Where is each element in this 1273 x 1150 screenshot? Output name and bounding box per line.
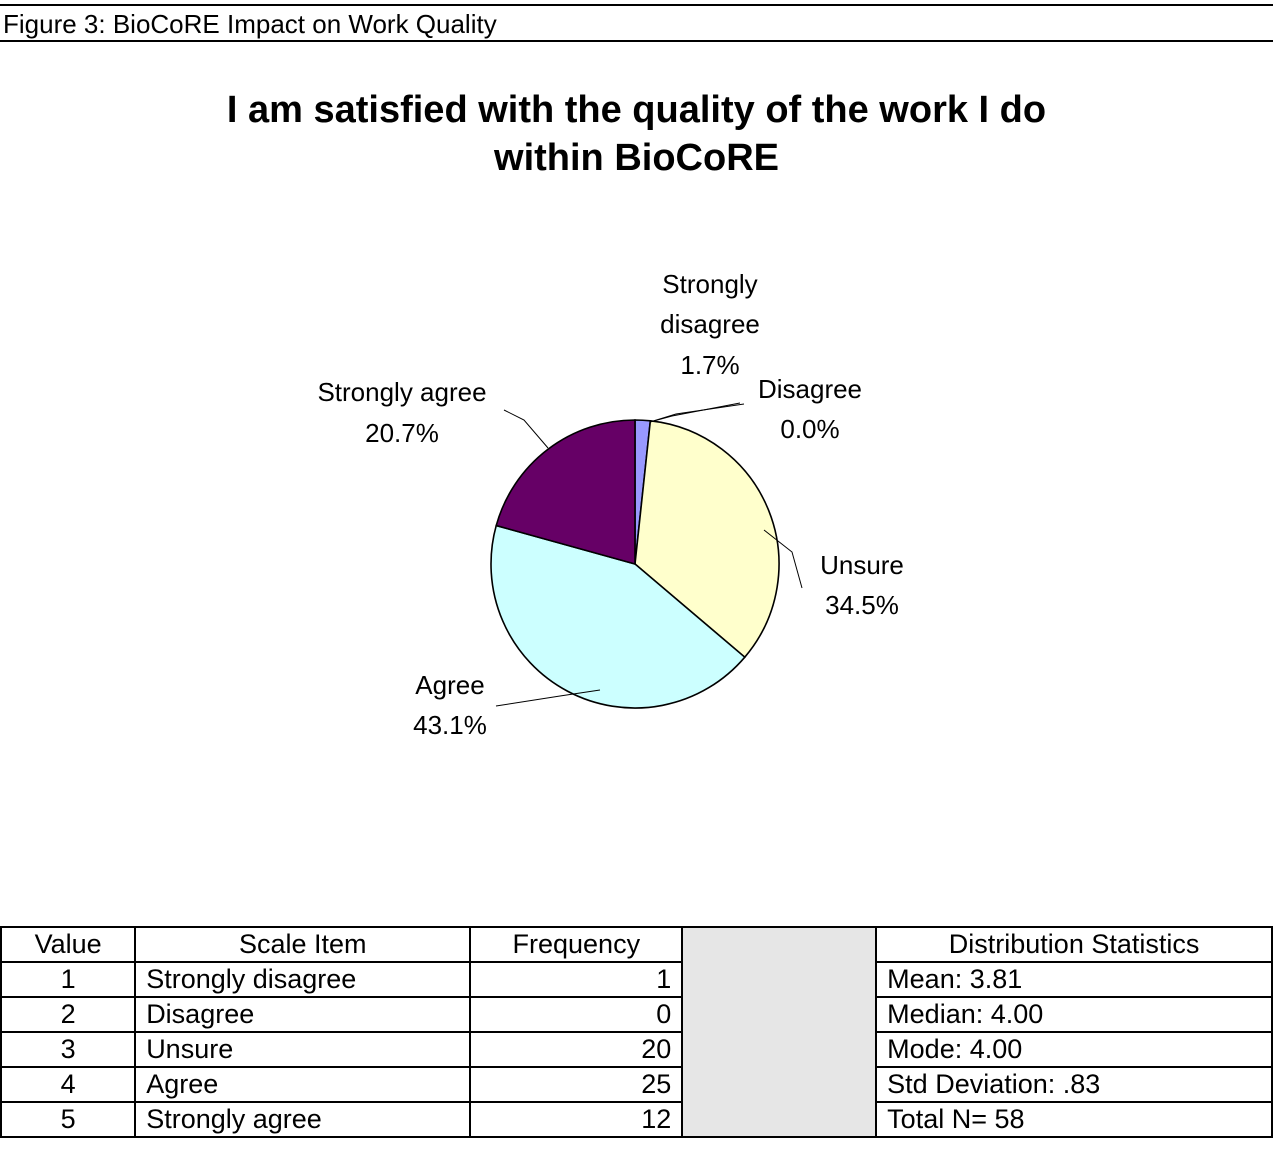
leader-line-unsure (763, 529, 803, 589)
cell-stat-median: Median: 4.00 (875, 996, 1273, 1033)
pie-labels: Strongly disagree 1.7% Disagree 0.0% Unsure 34… (317, 269, 903, 740)
pie-slice-unsure (634, 419, 780, 659)
table-row: 5 Strongly agree 12 Total N= 58 (0, 1101, 1273, 1138)
slice-category-label-strongly-disagree: Strongly (662, 269, 757, 299)
cell-scale-item: Disagree (134, 996, 472, 1033)
slice-percent-label-strongly-agree: 20.7% (365, 418, 439, 448)
cell-frequency: 0 (469, 996, 684, 1033)
pie-slices (490, 419, 780, 709)
cell-scale-item: Strongly disagree (134, 961, 472, 998)
figure-caption: Figure 3: BioCoRE Impact on Work Quality (0, 4, 1273, 42)
slice-category-label-strongly-disagree: disagree (660, 309, 760, 339)
slice-percent-label-strongly-disagree: 1.7% (680, 350, 739, 380)
table-row: 2 Disagree 0 Median: 4.00 (0, 996, 1273, 1033)
leader-line-strongly-disagree (649, 402, 741, 423)
cell-scale-item: Strongly agree (134, 1101, 472, 1138)
table-row: 3 Unsure 20 Mode: 4.00 (0, 1031, 1273, 1068)
slice-percent-label-unsure: 34.5% (825, 590, 899, 620)
frequency-table: Value Scale Item Frequency Distribution … (0, 926, 1273, 1138)
slice-percent-label-agree: 43.1% (413, 710, 487, 740)
header-distribution-statistics: Distribution Statistics (875, 926, 1273, 963)
pie-slice-strongly-agree (495, 419, 636, 566)
cell-stat-std-deviation: Std Deviation: .83 (875, 1066, 1273, 1103)
leader-line-disagree (649, 403, 745, 423)
cell-frequency: 1 (469, 961, 684, 998)
chart-title-line-2: within BioCoRE (494, 137, 779, 179)
cell-frequency: 25 (469, 1066, 684, 1103)
slice-category-label-unsure: Unsure (820, 550, 904, 580)
chart-title-line-1: I am satisfied with the quality of the w… (226, 89, 1047, 131)
leader-line-agree (495, 689, 601, 707)
cell-value: 5 (0, 1101, 137, 1138)
slice-category-label-strongly-agree: Strongly agree (317, 377, 486, 407)
table-row: 1 Strongly disagree 1 Mean: 3.81 (0, 961, 1273, 998)
slice-category-label-disagree: Disagree (758, 374, 862, 404)
cell-value: 2 (0, 996, 137, 1033)
header-scale-item: Scale Item (134, 926, 472, 963)
pie-slice-agree (490, 524, 746, 709)
header-value: Value (0, 926, 137, 963)
cell-stat-total-n: Total N= 58 (875, 1101, 1273, 1138)
table-gap (681, 926, 878, 1138)
cell-scale-item: Unsure (134, 1031, 472, 1068)
cell-frequency: 12 (469, 1101, 684, 1138)
header-frequency: Frequency (469, 926, 684, 963)
chart-title: I am satisfied with the quality of the w… (0, 86, 1273, 182)
cell-frequency: 20 (469, 1031, 684, 1068)
cell-value: 1 (0, 961, 137, 998)
slice-percent-label-disagree: 0.0% (780, 414, 839, 444)
cell-scale-item: Agree (134, 1066, 472, 1103)
cell-stat-mode: Mode: 4.00 (875, 1031, 1273, 1068)
table-header-row: Value Scale Item Frequency Distribution … (0, 926, 1273, 1138)
table-row: 4 Agree 25 Std Deviation: .83 (0, 1066, 1273, 1103)
leader-line-strongly-agree (503, 409, 549, 449)
cell-stat-mean: Mean: 3.81 (875, 961, 1273, 998)
pie-chart: Strongly disagree 1.7% Disagree 0.0% Unsure 34… (317, 269, 903, 740)
slice-category-label-agree: Agree (415, 670, 484, 700)
cell-value: 3 (0, 1031, 137, 1068)
cell-value: 4 (0, 1066, 137, 1103)
pie-leader-lines (495, 402, 803, 707)
